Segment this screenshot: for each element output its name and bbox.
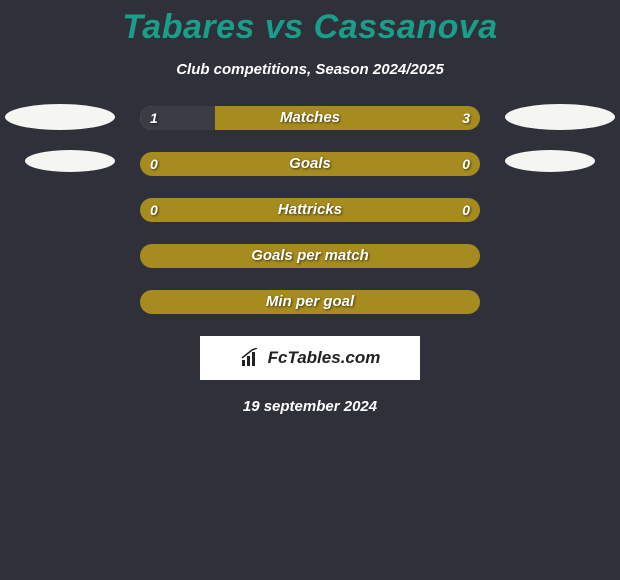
stat-label: Goals — [140, 152, 480, 176]
stat-row-matches: 1 Matches 3 — [140, 106, 480, 130]
logo-box: FcTables.com — [200, 336, 420, 380]
chart-icon — [240, 348, 262, 368]
team-right-oval-2 — [505, 150, 595, 172]
stat-row-goals-per-match: Goals per match — [140, 244, 480, 268]
stat-row-min-per-goal: Min per goal — [140, 290, 480, 314]
page-title: Tabares vs Cassanova — [0, 0, 620, 47]
date-label: 19 september 2024 — [0, 398, 620, 415]
team-right-oval-1 — [505, 104, 615, 130]
stat-label: Matches — [140, 106, 480, 130]
stat-right-value: 0 — [462, 152, 470, 176]
stats-container: 1 Matches 3 0 Goals 0 0 Hattricks 0 Goal… — [140, 106, 480, 314]
stat-row-hattricks: 0 Hattricks 0 — [140, 198, 480, 222]
stat-label: Min per goal — [140, 290, 480, 314]
stat-row-goals: 0 Goals 0 — [140, 152, 480, 176]
team-left-oval-1 — [5, 104, 115, 130]
logo-text: FcTables.com — [268, 348, 381, 368]
subtitle: Club competitions, Season 2024/2025 — [0, 61, 620, 78]
stat-right-value: 3 — [462, 106, 470, 130]
team-left-oval-2 — [25, 150, 115, 172]
stat-right-value: 0 — [462, 198, 470, 222]
stat-label: Goals per match — [140, 244, 480, 268]
stat-label: Hattricks — [140, 198, 480, 222]
